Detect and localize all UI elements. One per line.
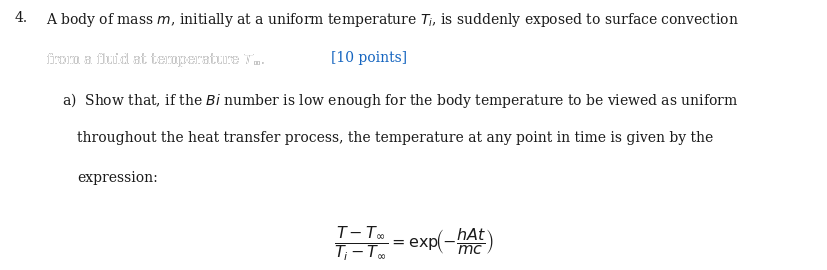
Text: 4.: 4.	[15, 11, 28, 25]
Text: [10 points]: [10 points]	[330, 51, 406, 65]
Text: from a fluid at temperature $T_\infty$.: from a fluid at temperature $T_\infty$.	[45, 51, 266, 69]
Text: throughout the heat transfer process, the temperature at any point in time is gi: throughout the heat transfer process, th…	[77, 131, 712, 145]
Text: $\dfrac{T - T_\infty}{T_i - T_\infty} = \mathrm{exp}\!\left(-\dfrac{hAt}{mc}\rig: $\dfrac{T - T_\infty}{T_i - T_\infty} = …	[333, 225, 494, 263]
Text: A body of mass $\mathit{m}$, initially at a uniform temperature $T_i$, is sudden: A body of mass $\mathit{m}$, initially a…	[45, 11, 738, 29]
Text: a)  Show that, if the $\mathit{Bi}$ number is low enough for the body temperatur: a) Show that, if the $\mathit{Bi}$ numbe…	[62, 91, 738, 110]
Text: expression:: expression:	[77, 171, 158, 185]
Text: from a fluid at temperature $T_\infty$.: from a fluid at temperature $T_\infty$.	[45, 51, 266, 69]
